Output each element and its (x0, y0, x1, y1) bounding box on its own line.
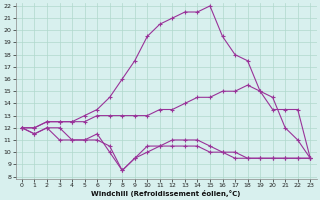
X-axis label: Windchill (Refroidissement éolien,°C): Windchill (Refroidissement éolien,°C) (92, 190, 241, 197)
